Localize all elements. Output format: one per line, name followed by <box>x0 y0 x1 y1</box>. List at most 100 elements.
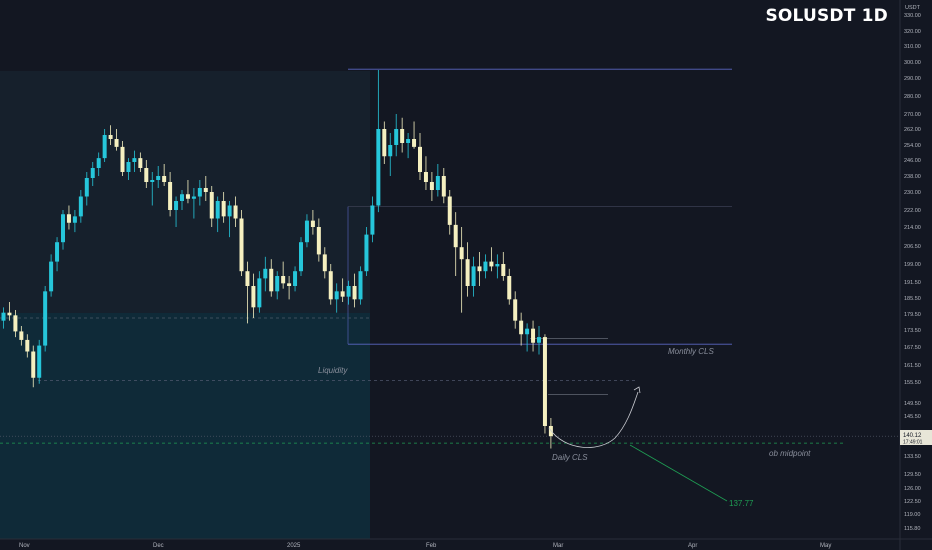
candle <box>453 212 458 276</box>
candle <box>459 227 464 313</box>
y-tick-label: 222.00 <box>904 208 921 214</box>
candle-body <box>453 224 458 248</box>
candle <box>102 129 107 162</box>
y-tick-label: 149.50 <box>904 401 921 407</box>
candle-body <box>227 205 232 217</box>
candle <box>144 160 149 188</box>
candle-body <box>209 192 214 219</box>
candle-body <box>156 176 161 180</box>
background-layer <box>0 313 370 539</box>
candle <box>412 121 417 149</box>
candle-body <box>519 320 524 335</box>
candle <box>293 266 298 292</box>
candle <box>66 205 71 230</box>
candle <box>96 152 101 176</box>
candle <box>132 150 137 172</box>
symbol-title: SOLUSDT 1D <box>765 6 888 26</box>
candle <box>257 271 262 313</box>
candle <box>7 302 12 321</box>
y-tick-label: 214.00 <box>904 225 921 231</box>
candle-body <box>162 176 167 182</box>
candle <box>316 218 321 262</box>
candle-body <box>406 139 411 143</box>
candle-body <box>382 129 387 157</box>
x-tick-label: Mar <box>553 543 563 549</box>
candle <box>287 276 292 300</box>
candle-body <box>72 216 77 223</box>
candle-body <box>418 146 422 172</box>
candle-body <box>90 168 95 178</box>
y-tick-label: 129.50 <box>904 472 921 478</box>
candle <box>251 273 256 318</box>
candle-body <box>126 162 131 172</box>
candle-body <box>340 291 345 297</box>
candle-body <box>412 139 417 147</box>
candle-body <box>180 194 184 201</box>
candle <box>465 242 470 297</box>
candle <box>25 334 30 358</box>
candle-body <box>471 266 476 286</box>
candle-body <box>447 196 452 225</box>
candle <box>364 227 369 276</box>
candle-body <box>245 271 250 286</box>
candle-body <box>310 220 315 227</box>
candle <box>114 129 119 151</box>
candle-body <box>203 188 208 192</box>
candle <box>221 192 226 223</box>
y-tick-label: 191.50 <box>904 280 921 286</box>
candle-body <box>31 351 36 378</box>
candle <box>61 210 65 250</box>
candle-body <box>108 135 113 139</box>
candle-body <box>120 146 125 172</box>
candle <box>501 252 506 281</box>
candle <box>525 323 530 352</box>
x-tick-label: Nov <box>19 543 30 549</box>
candle-body <box>287 283 292 286</box>
candle-body <box>388 145 393 157</box>
candle <box>495 254 500 279</box>
ob-midpoint-label: ob midpoint <box>769 449 811 458</box>
candle-body <box>19 331 24 340</box>
candle <box>156 166 161 188</box>
y-tick-label: 122.50 <box>904 499 921 505</box>
candle <box>483 254 488 279</box>
candle-body <box>358 271 363 300</box>
y-tick-label: 270.00 <box>904 112 921 118</box>
candle-body <box>531 328 536 343</box>
candle <box>441 168 446 204</box>
y-tick-label: 115.80 <box>904 526 920 532</box>
candle-body <box>370 205 375 235</box>
candle-body <box>251 286 256 308</box>
y-tick-label: 238.00 <box>904 174 921 180</box>
candle-body <box>144 168 149 182</box>
candle-body <box>513 299 518 321</box>
candle-body <box>394 129 399 145</box>
candle <box>537 326 541 355</box>
candle <box>239 210 244 276</box>
candle-body <box>435 176 440 190</box>
candle <box>227 201 232 238</box>
y-tick-label: 185.50 <box>904 296 921 302</box>
y-tick-label: 230.00 <box>904 190 921 196</box>
y-tick-label: 254.00 <box>904 143 921 149</box>
candle <box>281 261 286 289</box>
candle <box>37 339 42 384</box>
candle-body <box>293 271 298 286</box>
x-tick-label: May <box>820 543 831 549</box>
candle <box>358 266 363 305</box>
y-tick-label: 320.00 <box>904 29 921 35</box>
y-tick-label: 330.00 <box>904 13 921 19</box>
candle-body <box>400 129 405 143</box>
candle-body <box>43 291 48 346</box>
y-tick-label: 145.50 <box>904 414 921 420</box>
y-tick-label: 206.50 <box>904 244 921 250</box>
candle <box>180 190 184 210</box>
candle <box>310 210 315 235</box>
candle <box>209 186 214 227</box>
candle <box>322 247 327 279</box>
y-tick-label: 167.50 <box>904 345 921 351</box>
candle <box>19 326 24 346</box>
candle <box>519 312 524 346</box>
candle-body <box>459 247 464 260</box>
